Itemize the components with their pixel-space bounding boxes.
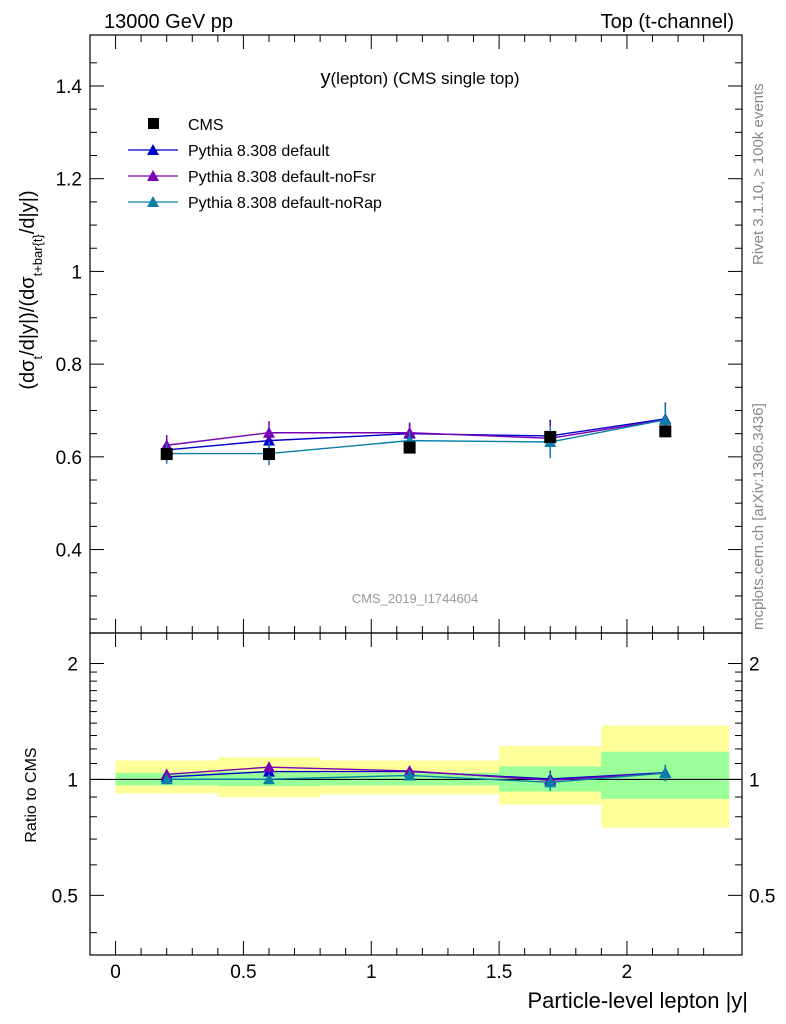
y-tick-label: 0.4	[56, 541, 83, 562]
legend-marker	[147, 170, 159, 181]
data-point	[403, 441, 416, 454]
ratio-point	[160, 773, 173, 785]
main-panel: 0.4 0.6 0.8 1 1.2 1.4 (dσt/d|y|)/(dσt+bar{t}/d…	[17, 34, 743, 634]
ratio-y-tick-label: 2	[67, 654, 78, 675]
ratio-panel: 0.5 0.5 1 1 2 2 0 0.5 1 1.5 2 Particle-level lepton…	[23, 632, 775, 1013]
legend-label: CMS	[188, 117, 224, 134]
panel-title: y(lepton) (CMS single top)	[321, 67, 520, 89]
legend-marker	[147, 144, 159, 155]
legend-label: Pythia 8.308 default-noRap	[188, 195, 382, 212]
x-tick-label: 2	[622, 962, 633, 983]
header-right: Top (t-channel)	[601, 11, 734, 33]
ratio-y-tick-label: 1	[67, 770, 78, 791]
x-tick-label: 1	[366, 962, 377, 983]
ratio-point	[262, 773, 275, 785]
ratio-y-tick-label-right: 2	[749, 654, 760, 675]
x-tick-label: 0	[110, 962, 121, 983]
x-axis-label: Particle-level lepton |y|	[527, 988, 748, 1013]
mc-point	[659, 413, 672, 425]
header-left: 13000 GeV pp	[104, 11, 233, 33]
y-axis-label: (dσt/d|y|)/(dσt+bar{t}/d|y|)	[17, 190, 45, 389]
ratio-y-axis-label: Ratio to CMS	[23, 747, 40, 842]
legend-label: Pythia 8.308 default-noFsr	[188, 169, 376, 186]
ratio-point	[262, 761, 275, 773]
ratio-point	[659, 767, 672, 779]
legend-label: Pythia 8.308 default	[188, 143, 330, 160]
rivet-label: Rivet 3.1.10, ≥ 100k events	[750, 83, 767, 265]
series-line	[166, 419, 666, 446]
legend-marker	[147, 196, 159, 207]
ratio-y-tick-label-right: 0.5	[749, 886, 775, 907]
x-tick-label: 1.5	[486, 962, 512, 983]
data-point	[659, 425, 672, 438]
ratio-point	[544, 776, 557, 788]
ratio-point	[403, 769, 416, 781]
watermark: CMS_2019_I1744604	[352, 591, 479, 606]
y-tick-label: 0.8	[56, 355, 82, 376]
mcplots-label: mcplots.cern.ch [arXiv:1306.3436]	[750, 403, 767, 630]
y-tick-label: 1.2	[56, 170, 82, 191]
y-tick-label: 1.4	[56, 77, 83, 98]
data-point	[262, 448, 275, 461]
mc-point	[262, 426, 275, 438]
data-point	[160, 448, 173, 461]
legend-marker-data	[148, 118, 159, 129]
ratio-frame	[89, 632, 743, 956]
ratio-y-tick-label-right: 1	[749, 770, 760, 791]
ratio-y-tick-label: 0.5	[52, 886, 78, 907]
data-point	[544, 430, 557, 443]
x-tick-label: 0.5	[230, 962, 256, 983]
y-tick-label: 1	[71, 262, 82, 283]
y-tick-label: 0.6	[56, 448, 82, 469]
